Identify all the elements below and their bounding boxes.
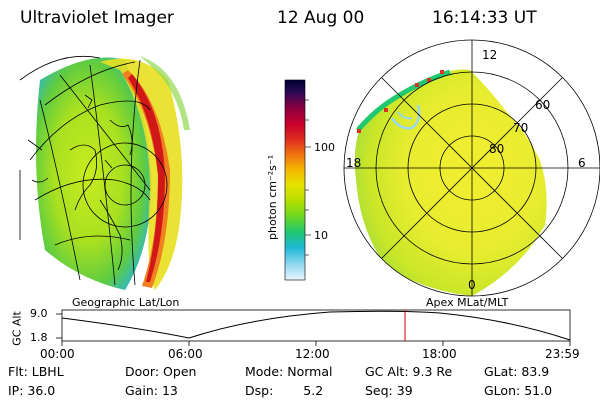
info-mode-label: Mode: <box>245 364 284 379</box>
time-label: 16:14:33 UT <box>432 8 537 28</box>
info-seq: Seq: 39 <box>365 383 413 398</box>
timeline-xtick-1200: 12:00 <box>295 347 330 361</box>
mlt-label-12: 12 <box>482 48 498 62</box>
timeline-ytick-min: 1.8 <box>30 331 48 344</box>
date-label: 12 Aug 00 <box>277 8 365 28</box>
colorbar <box>284 79 306 281</box>
info-ip-value: 36.0 <box>27 383 56 398</box>
info-door-label: Door: <box>125 364 160 379</box>
colorbar-tick-10: 10 <box>314 229 328 242</box>
info-ip: IP: 36.0 <box>8 383 55 398</box>
info-glat-value: 83.9 <box>521 364 550 379</box>
timeline-ytick-max: 9.0 <box>30 307 48 320</box>
info-ip-label: IP: <box>8 383 24 398</box>
info-glat: GLat: 83.9 <box>484 364 549 379</box>
apex-polar-plot <box>343 39 600 297</box>
apex-panel-label: Apex MLat/MLT <box>426 296 509 309</box>
info-door: Door: Open <box>125 364 196 379</box>
info-gain-label: Gain: <box>125 383 158 398</box>
info-dsp-label: Dsp: <box>245 383 274 398</box>
info-flt-label: Flt: <box>8 364 28 379</box>
colorbar-ticks <box>305 99 311 256</box>
info-dsp-value: 5.2 <box>303 383 324 398</box>
info-seq-label: Seq: <box>365 383 393 398</box>
info-glon-label: GLon: <box>484 383 521 398</box>
mlat-label-60: 60 <box>535 98 551 112</box>
timeline-xtick-2359: 23:59 <box>545 347 580 361</box>
mlt-label-18: 18 <box>346 156 362 170</box>
info-dsp: Dsp: 5.2 <box>245 383 323 398</box>
info-gain: Gain: 13 <box>125 383 178 398</box>
info-glat-label: GLat: <box>484 364 518 379</box>
timeline-ylabel: GC Alt <box>10 311 24 346</box>
info-gcalt-value: 9.3 Re <box>412 364 453 379</box>
colorbar-unit-label: photon cm⁻²s⁻¹ <box>266 154 279 240</box>
info-gain-value: 13 <box>161 383 178 398</box>
colorbar-tick-100: 100 <box>314 141 335 154</box>
info-gcalt: GC Alt: 9.3 Re <box>365 364 452 379</box>
instrument-title: Ultraviolet Imager <box>20 8 174 28</box>
mlt-label-6: 6 <box>578 156 586 170</box>
geographic-globe-image <box>19 55 190 291</box>
info-flt-value: LBHL <box>31 364 64 379</box>
info-flt: Flt: LBHL <box>8 364 64 379</box>
timeline-xtick-1800: 18:00 <box>422 347 457 361</box>
geographic-panel-label: Geographic Lat/Lon <box>72 296 180 309</box>
orbit-timeline-frame <box>61 309 571 342</box>
mlt-label-0: 0 <box>468 278 476 292</box>
mlat-label-70: 70 <box>513 121 529 135</box>
info-glon: GLon: 51.0 <box>484 383 552 398</box>
info-door-value: Open <box>163 364 197 379</box>
altitude-curve <box>61 310 571 341</box>
info-gcalt-label: GC Alt: <box>365 364 409 379</box>
info-seq-value: 39 <box>396 383 413 398</box>
info-mode-value: Normal <box>287 364 333 379</box>
info-glon-value: 51.0 <box>524 383 553 398</box>
timeline-ticks <box>56 313 571 346</box>
timeline-xtick-0600: 06:00 <box>168 347 203 361</box>
info-mode: Mode: Normal <box>245 364 333 379</box>
mlat-label-80: 80 <box>489 142 505 156</box>
timeline-xtick-0000: 00:00 <box>40 347 75 361</box>
